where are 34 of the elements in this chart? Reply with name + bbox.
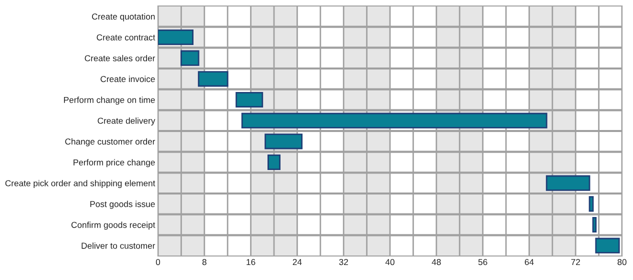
y-tick-label: Create invoice: [100, 76, 155, 82]
y-tick-label: Change customer order: [65, 138, 156, 146]
bar: [158, 29, 194, 46]
bar: [180, 50, 200, 66]
y-tick-label: Deliver to customer: [82, 242, 156, 249]
y-tick-label: Create contract: [96, 34, 156, 40]
bar: [236, 92, 264, 108]
bar: [595, 238, 620, 254]
x-tick-label: 80: [618, 259, 626, 266]
x-tick-label: 8: [202, 259, 206, 266]
x-tick-label: 40: [385, 259, 394, 266]
y-tick-label: Create pick order and shipping element: [5, 180, 156, 188]
y-tick-label: Perform change on time: [64, 96, 155, 105]
bar: [264, 134, 303, 150]
x-tick-label: 56: [478, 259, 488, 266]
x-tick-label: 0: [156, 259, 160, 266]
x-tick-label: 72: [571, 259, 580, 266]
x-tick-label: 16: [246, 259, 256, 266]
bar: [241, 112, 548, 128]
x-tick-label: 64: [524, 259, 534, 266]
y-tick-label: Create delivery: [98, 117, 156, 126]
bar: [198, 71, 228, 87]
y-tick-label: Create sales order: [84, 54, 156, 62]
x-tick-label: 32: [339, 259, 348, 266]
bar: [546, 175, 590, 191]
y-tick-label: Perform price change: [74, 159, 155, 168]
y-tick-label: Confirm goods receipt: [71, 222, 156, 230]
bar: [588, 196, 594, 212]
bar: [592, 216, 597, 233]
bar: [268, 154, 280, 170]
x-tick-label: 48: [432, 259, 441, 266]
x-tick-label: 24: [292, 259, 302, 266]
y-tick-label: Post goods issue: [90, 200, 155, 209]
y-tick-label: Create quotation: [92, 13, 155, 22]
